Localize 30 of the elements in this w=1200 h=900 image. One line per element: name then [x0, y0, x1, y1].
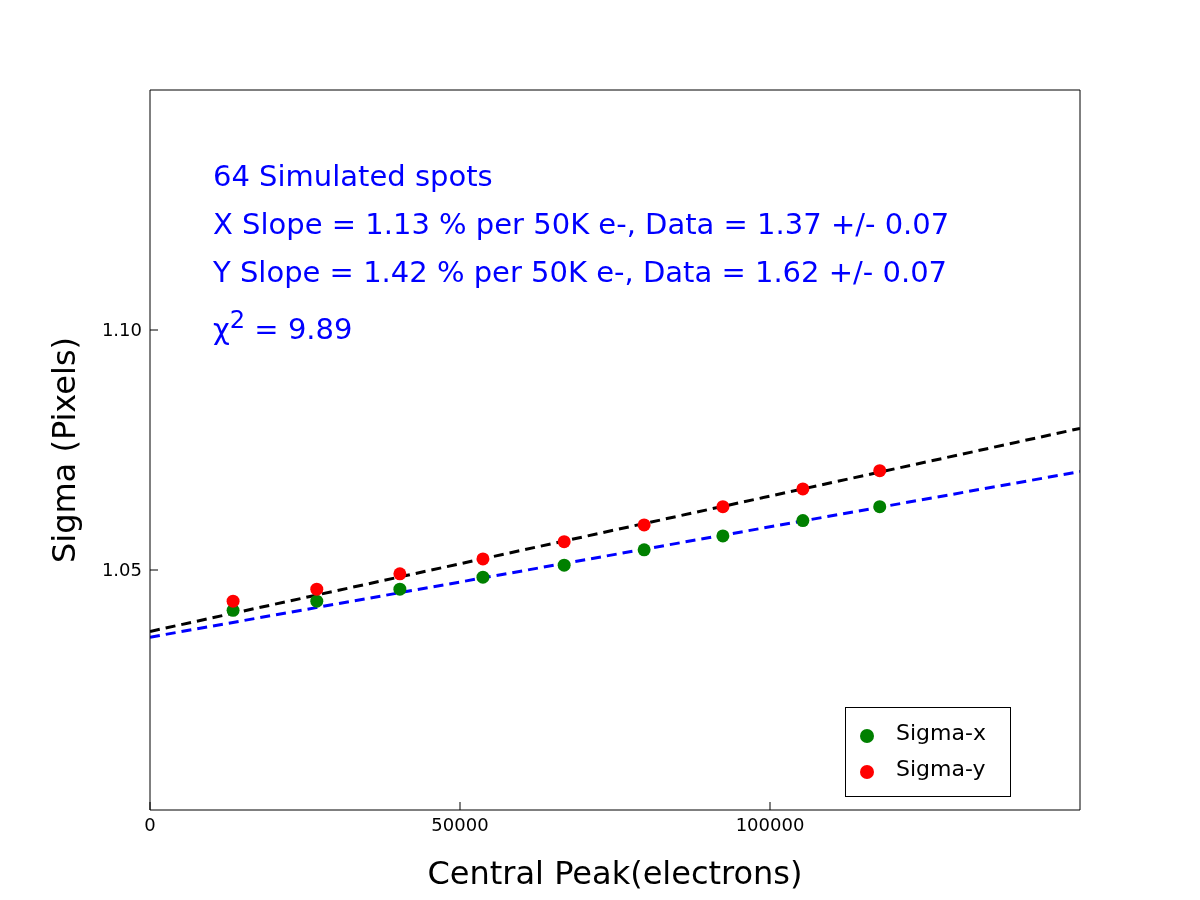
point [226, 594, 240, 608]
point [476, 552, 490, 566]
annotation: X Slope = 1.13 % per 50K e-, Data = 1.37 +/- 0.07 [213, 206, 950, 243]
annotation: Y Slope = 1.42 % per 50K e-, Data = 1.62 +/- 0.07 [213, 254, 949, 291]
annotation: 64 Simulated spots [213, 158, 494, 195]
point [393, 567, 407, 581]
point [637, 543, 651, 557]
point [873, 464, 887, 478]
point [476, 570, 490, 584]
point [310, 594, 324, 608]
point [716, 500, 730, 514]
point [557, 535, 571, 549]
point [796, 482, 810, 496]
legend-label: Sigma-y [896, 756, 986, 781]
y-tick-label: 1.05 [101, 559, 142, 581]
legend-label: Sigma-x [896, 720, 986, 745]
y-axis-title: Sigma (Pixels) [45, 336, 84, 564]
point [310, 582, 324, 596]
point [393, 582, 407, 596]
point [557, 558, 571, 572]
x-axis-title: Central Peak(electrons) [427, 854, 803, 892]
x-tick-label: 50000 [431, 813, 489, 835]
point [873, 500, 887, 514]
y-tick-label: 1.10 [101, 319, 142, 341]
x-tick-label: 100000 [735, 813, 805, 835]
point [796, 514, 810, 528]
point [716, 529, 730, 543]
annotation: χ$^{2}$ = 9.89 [213, 305, 354, 348]
point [637, 518, 651, 532]
x-tick-label: 0 [144, 813, 156, 835]
